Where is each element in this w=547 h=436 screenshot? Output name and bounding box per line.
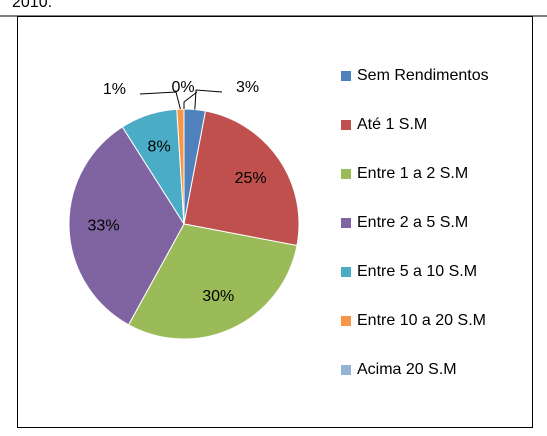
data-label: 8% [148,139,171,156]
legend-label: Acima 20 S.M [357,361,457,378]
legend-label: Até 1 S.M [357,116,427,133]
legend-label: Entre 2 a 5 S.M [357,214,468,231]
legend-swatch [341,169,351,179]
data-label: 1% [103,81,126,98]
legend-swatch [341,71,351,81]
leader-line [194,89,223,110]
leader-line [183,91,198,109]
caption: 2010. [12,0,52,11]
legend-swatch [341,365,351,375]
legend-label: Entre 10 a 20 S.M [357,312,486,329]
legend-swatch [341,267,351,277]
pie-slice [68,126,185,326]
legend-label: Entre 5 a 10 S.M [357,263,477,280]
legend-swatch [341,218,351,228]
data-label: 3% [236,79,259,96]
legend-label: Sem Rendimentos [357,67,489,84]
data-label: 33% [88,218,120,235]
pie-slice [127,223,298,340]
pie-slice [183,110,300,247]
data-label: 0% [171,79,194,96]
leader-line [139,91,181,110]
legend-swatch [341,316,351,326]
data-label: 30% [202,288,234,305]
data-label: 25% [235,170,267,187]
chart-frame [17,16,533,428]
legend-label: Entre 1 a 2 S.M [357,165,468,182]
legend-swatch [341,120,351,130]
